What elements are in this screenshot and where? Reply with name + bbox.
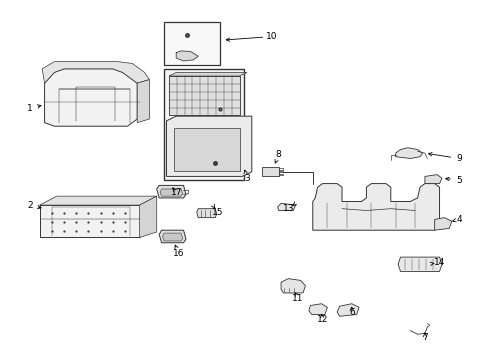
Text: 1: 1 [27,104,33,113]
Polygon shape [397,257,441,271]
Text: 15: 15 [211,208,223,217]
Text: 4: 4 [455,215,461,224]
Text: 16: 16 [173,249,184,258]
Text: 14: 14 [433,258,444,267]
Text: 7: 7 [421,333,427,342]
Text: 13: 13 [282,204,294,213]
Polygon shape [312,184,439,230]
Bar [163,22,220,65]
Polygon shape [434,218,451,230]
Polygon shape [196,209,216,218]
Text: 3: 3 [244,174,249,183]
Polygon shape [44,69,137,126]
Text: 8: 8 [275,150,281,159]
Polygon shape [159,230,185,243]
Polygon shape [160,189,182,196]
Polygon shape [140,196,157,237]
Polygon shape [281,279,305,293]
Polygon shape [173,128,239,171]
Polygon shape [162,233,182,241]
Text: 9: 9 [455,154,461,163]
Polygon shape [336,304,358,316]
Text: 12: 12 [316,315,327,324]
Text: 17: 17 [170,188,182,197]
Polygon shape [40,205,140,237]
Polygon shape [42,62,149,83]
Polygon shape [277,203,295,211]
Polygon shape [157,185,185,198]
Polygon shape [168,72,246,76]
Polygon shape [395,148,422,158]
Text: 5: 5 [455,176,461,185]
Bar [168,76,239,116]
Polygon shape [40,196,157,205]
Polygon shape [308,304,327,315]
Polygon shape [176,51,198,61]
Polygon shape [261,167,278,176]
Bar [163,69,244,180]
Text: 6: 6 [348,308,354,317]
Text: 11: 11 [292,294,303,303]
Polygon shape [166,116,251,176]
Text: 2: 2 [27,201,33,210]
Polygon shape [424,175,441,184]
Polygon shape [137,80,149,123]
Text: 10: 10 [265,32,277,41]
